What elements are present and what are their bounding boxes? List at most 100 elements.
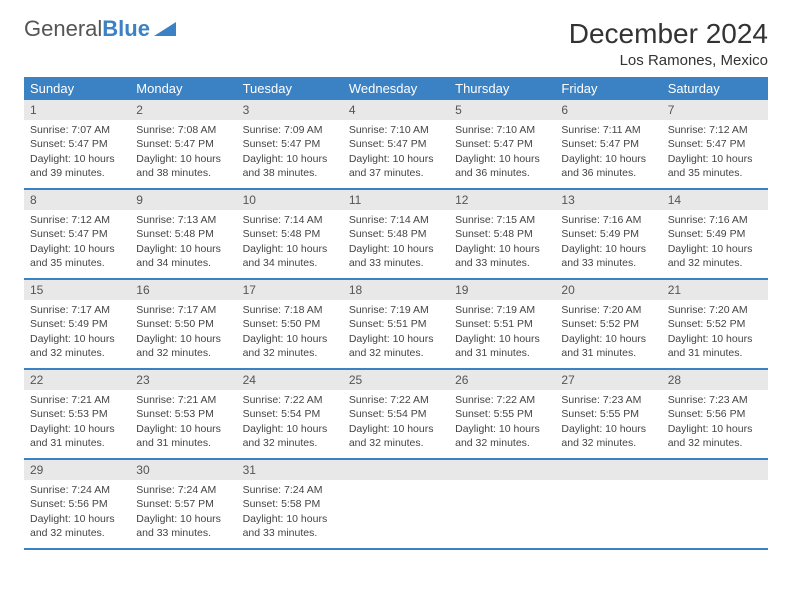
sunset-line: Sunset: 5:47 PM [136,137,230,151]
sunrise-line: Sunrise: 7:15 AM [455,213,549,227]
day-number: 29 [24,460,130,480]
calendar-day-cell: 20Sunrise: 7:20 AMSunset: 5:52 PMDayligh… [555,279,661,369]
day-details: Sunrise: 7:10 AMSunset: 5:47 PMDaylight:… [449,120,555,184]
sunrise-line: Sunrise: 7:14 AM [349,213,443,227]
calendar-day-cell: 12Sunrise: 7:15 AMSunset: 5:48 PMDayligh… [449,189,555,279]
calendar-day-cell: 14Sunrise: 7:16 AMSunset: 5:49 PMDayligh… [662,189,768,279]
sunrise-line: Sunrise: 7:09 AM [243,123,337,137]
sunset-line: Sunset: 5:48 PM [349,227,443,241]
sunset-line: Sunset: 5:47 PM [30,137,124,151]
daylight-line: Daylight: 10 hours and 32 minutes. [561,422,655,450]
logo: GeneralBlue [24,18,176,40]
day-number: 20 [555,280,661,300]
day-details: Sunrise: 7:23 AMSunset: 5:55 PMDaylight:… [555,390,661,454]
calendar-day-cell: 5Sunrise: 7:10 AMSunset: 5:47 PMDaylight… [449,100,555,189]
daylight-line: Daylight: 10 hours and 31 minutes. [136,422,230,450]
daylight-line: Daylight: 10 hours and 33 minutes. [561,242,655,270]
day-number: 7 [662,100,768,120]
day-details: Sunrise: 7:18 AMSunset: 5:50 PMDaylight:… [237,300,343,364]
daylight-line: Daylight: 10 hours and 37 minutes. [349,152,443,180]
calendar-day-cell: 30Sunrise: 7:24 AMSunset: 5:57 PMDayligh… [130,459,236,549]
calendar-day-cell: 24Sunrise: 7:22 AMSunset: 5:54 PMDayligh… [237,369,343,459]
calendar-day-cell: 2Sunrise: 7:08 AMSunset: 5:47 PMDaylight… [130,100,236,189]
daylight-line: Daylight: 10 hours and 32 minutes. [30,332,124,360]
daylight-line: Daylight: 10 hours and 34 minutes. [136,242,230,270]
sunset-line: Sunset: 5:47 PM [455,137,549,151]
daylight-line: Daylight: 10 hours and 39 minutes. [30,152,124,180]
day-number: 27 [555,370,661,390]
sunset-line: Sunset: 5:49 PM [561,227,655,241]
logo-triangle-icon [154,18,176,40]
sunrise-line: Sunrise: 7:24 AM [136,483,230,497]
calendar-week-row: 1Sunrise: 7:07 AMSunset: 5:47 PMDaylight… [24,100,768,189]
sunrise-line: Sunrise: 7:13 AM [136,213,230,227]
sunset-line: Sunset: 5:48 PM [136,227,230,241]
day-number: 14 [662,190,768,210]
day-number: 30 [130,460,236,480]
calendar-day-cell: 27Sunrise: 7:23 AMSunset: 5:55 PMDayligh… [555,369,661,459]
location-label: Los Ramones, Mexico [569,52,768,69]
sunset-line: Sunset: 5:51 PM [349,317,443,331]
calendar-day-cell: 16Sunrise: 7:17 AMSunset: 5:50 PMDayligh… [130,279,236,369]
sunrise-line: Sunrise: 7:19 AM [455,303,549,317]
daylight-line: Daylight: 10 hours and 31 minutes. [30,422,124,450]
sunrise-line: Sunrise: 7:21 AM [136,393,230,407]
sunrise-line: Sunrise: 7:17 AM [136,303,230,317]
day-details: Sunrise: 7:13 AMSunset: 5:48 PMDaylight:… [130,210,236,274]
day-details: Sunrise: 7:19 AMSunset: 5:51 PMDaylight:… [449,300,555,364]
day-number: 26 [449,370,555,390]
weekday-thursday: Thursday [449,77,555,100]
daylight-line: Daylight: 10 hours and 35 minutes. [30,242,124,270]
logo-word-general: General [24,18,102,40]
calendar-day-cell: 21Sunrise: 7:20 AMSunset: 5:52 PMDayligh… [662,279,768,369]
calendar-day-cell: 9Sunrise: 7:13 AMSunset: 5:48 PMDaylight… [130,189,236,279]
empty-day-number [343,460,449,480]
daylight-line: Daylight: 10 hours and 33 minutes. [349,242,443,270]
day-number: 17 [237,280,343,300]
sunrise-line: Sunrise: 7:14 AM [243,213,337,227]
sunrise-line: Sunrise: 7:17 AM [30,303,124,317]
day-number: 16 [130,280,236,300]
daylight-line: Daylight: 10 hours and 32 minutes. [243,422,337,450]
sunrise-line: Sunrise: 7:23 AM [668,393,762,407]
sunset-line: Sunset: 5:55 PM [455,407,549,421]
sunset-line: Sunset: 5:58 PM [243,497,337,511]
day-number: 9 [130,190,236,210]
sunrise-line: Sunrise: 7:18 AM [243,303,337,317]
sunrise-line: Sunrise: 7:11 AM [561,123,655,137]
sunrise-line: Sunrise: 7:12 AM [30,213,124,227]
day-number: 31 [237,460,343,480]
sunset-line: Sunset: 5:56 PM [668,407,762,421]
sunrise-line: Sunrise: 7:12 AM [668,123,762,137]
day-number: 5 [449,100,555,120]
calendar-day-cell: 15Sunrise: 7:17 AMSunset: 5:49 PMDayligh… [24,279,130,369]
day-details: Sunrise: 7:16 AMSunset: 5:49 PMDaylight:… [555,210,661,274]
calendar-day-cell: 10Sunrise: 7:14 AMSunset: 5:48 PMDayligh… [237,189,343,279]
daylight-line: Daylight: 10 hours and 31 minutes. [455,332,549,360]
day-number: 1 [24,100,130,120]
sunset-line: Sunset: 5:50 PM [243,317,337,331]
calendar-day-cell: 17Sunrise: 7:18 AMSunset: 5:50 PMDayligh… [237,279,343,369]
calendar-day-cell: 28Sunrise: 7:23 AMSunset: 5:56 PMDayligh… [662,369,768,459]
daylight-line: Daylight: 10 hours and 36 minutes. [455,152,549,180]
day-number: 21 [662,280,768,300]
calendar-table: Sunday Monday Tuesday Wednesday Thursday… [24,77,768,550]
sunrise-line: Sunrise: 7:23 AM [561,393,655,407]
calendar-day-cell: 29Sunrise: 7:24 AMSunset: 5:56 PMDayligh… [24,459,130,549]
daylight-line: Daylight: 10 hours and 32 minutes. [668,242,762,270]
sunset-line: Sunset: 5:48 PM [243,227,337,241]
daylight-line: Daylight: 10 hours and 33 minutes. [136,512,230,540]
day-details: Sunrise: 7:12 AMSunset: 5:47 PMDaylight:… [24,210,130,274]
day-details: Sunrise: 7:22 AMSunset: 5:55 PMDaylight:… [449,390,555,454]
daylight-line: Daylight: 10 hours and 31 minutes. [561,332,655,360]
day-details: Sunrise: 7:23 AMSunset: 5:56 PMDaylight:… [662,390,768,454]
sunrise-line: Sunrise: 7:08 AM [136,123,230,137]
sunset-line: Sunset: 5:53 PM [30,407,124,421]
daylight-line: Daylight: 10 hours and 38 minutes. [136,152,230,180]
daylight-line: Daylight: 10 hours and 32 minutes. [455,422,549,450]
day-number: 10 [237,190,343,210]
day-details: Sunrise: 7:16 AMSunset: 5:49 PMDaylight:… [662,210,768,274]
sunset-line: Sunset: 5:47 PM [668,137,762,151]
day-number: 28 [662,370,768,390]
calendar-day-cell: 7Sunrise: 7:12 AMSunset: 5:47 PMDaylight… [662,100,768,189]
